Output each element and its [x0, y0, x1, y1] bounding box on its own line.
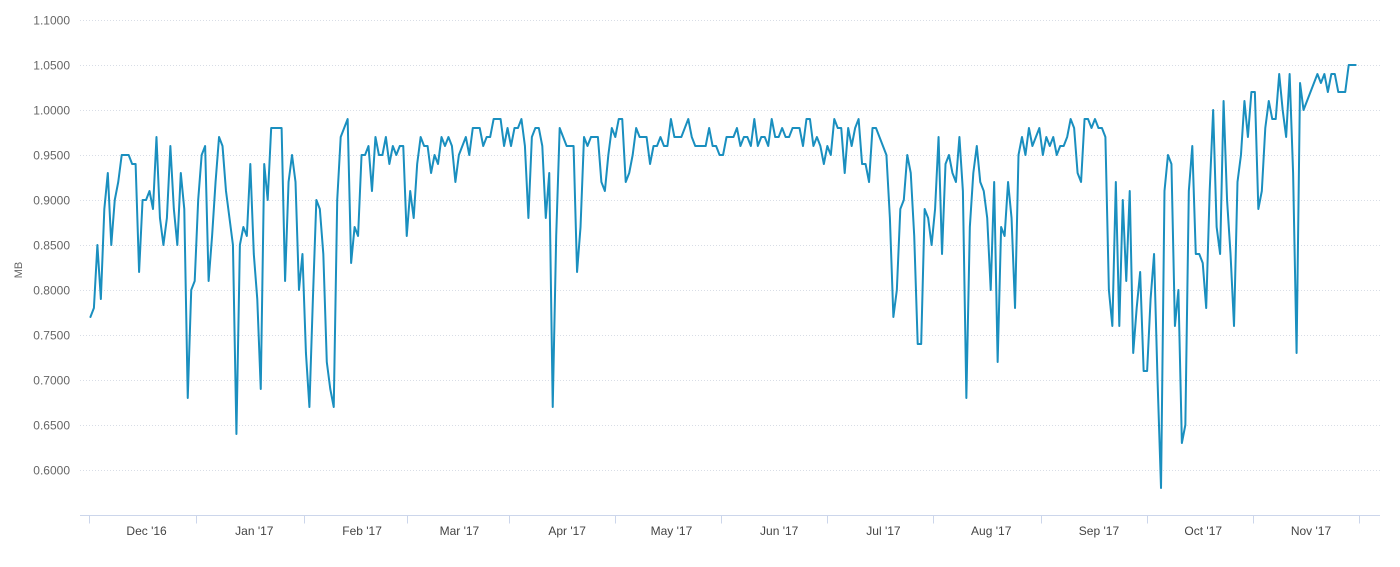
y-tick-label: 0.9500	[33, 149, 70, 163]
y-tick-label: 0.7000	[33, 374, 70, 388]
x-tick-label: Oct '17	[1184, 524, 1222, 538]
y-tick-label: 1.1000	[33, 14, 70, 28]
y-tick-label: 0.8500	[33, 239, 70, 253]
x-tick-label: Jul '17	[866, 524, 901, 538]
series-line[interactable]	[89, 64, 1357, 489]
x-tick-label: Dec '16	[126, 524, 167, 538]
y-axis-title: MB	[13, 262, 25, 279]
y-tick-label: 1.0500	[33, 59, 70, 73]
y-axis-tick-labels: 0.6000 0.6500 0.7000 0.7500 0.8000 0.8500 0.90…	[33, 14, 70, 478]
y-tick-label: 0.6000	[33, 464, 70, 478]
y-tick-label: 0.6500	[33, 419, 70, 433]
y-tick-label: 0.9000	[33, 194, 70, 208]
x-axis-ticks	[89, 515, 1360, 524]
y-tick-label: 0.7500	[33, 329, 70, 343]
x-tick-label: Nov '17	[1291, 524, 1332, 538]
y-tick-label: 1.0000	[33, 104, 70, 118]
x-tick-label: Mar '17	[440, 524, 480, 538]
x-tick-label: Apr '17	[548, 524, 586, 538]
x-tick-label: Jan '17	[235, 524, 274, 538]
x-tick-label: Aug '17	[971, 524, 1012, 538]
x-tick-label: Sep '17	[1079, 524, 1120, 538]
x-tick-label: Jun '17	[760, 524, 799, 538]
x-axis-tick-labels: Dec '16 Jan '17 Feb '17 Mar '17 Apr '17 May '…	[126, 524, 1331, 538]
x-tick-label: Feb '17	[342, 524, 382, 538]
x-tick-label: May '17	[651, 524, 693, 538]
y-tick-label: 0.8000	[33, 284, 70, 298]
